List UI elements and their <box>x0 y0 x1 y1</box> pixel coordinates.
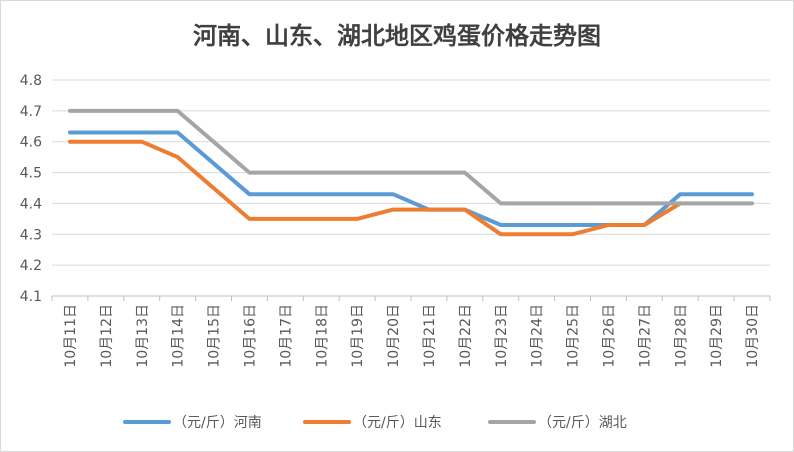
x-tick-label: 10月26日 <box>601 304 617 368</box>
x-tick-label: 10月27日 <box>637 304 653 368</box>
grid <box>51 79 771 301</box>
x-tick-label: 10月17日 <box>278 304 294 368</box>
y-axis-ticks: 4.1 4.2 4.3 4.4 4.5 4.6 4.7 4.8 <box>20 73 42 305</box>
y-tick-label: 4.2 <box>20 258 42 274</box>
x-tick-label: 10月20日 <box>386 304 402 368</box>
legend: （元/斤）河南 （元/斤）山东 （元/斤）湖北 <box>123 415 627 431</box>
x-tick-label: 10月23日 <box>494 304 510 368</box>
x-tick-label: 10月21日 <box>422 304 438 368</box>
legend-label: （元/斤）山东 <box>353 415 442 431</box>
x-tick-label: 10月13日 <box>135 304 151 368</box>
x-axis-ticks: 10月11日 10月12日 10月13日 10月14日 10月15日 10月16日 10月1… <box>63 304 761 368</box>
x-tick-label: 10月18日 <box>314 304 330 368</box>
series-line-2 <box>68 139 683 237</box>
y-tick-label: 4.6 <box>20 135 42 151</box>
y-tick-label: 4.8 <box>20 73 42 89</box>
x-tick-label: 10月15日 <box>207 304 223 368</box>
x-tick-label: 10月24日 <box>530 304 546 368</box>
x-tick-label: 10月30日 <box>745 304 761 368</box>
chart-title: 河南、山东、湖北地区鸡蛋价格走势图 <box>193 21 601 50</box>
x-tick-label: 10月11日 <box>63 304 79 368</box>
y-tick-label: 4.4 <box>20 196 42 212</box>
x-tick-label: 10月16日 <box>242 304 258 368</box>
y-tick-label: 4.7 <box>20 104 42 120</box>
series-lines <box>68 108 754 237</box>
x-tick-label: 10月19日 <box>350 304 366 368</box>
y-tick-label: 4.3 <box>20 227 42 243</box>
series-line-3 <box>68 108 754 206</box>
x-tick-label: 10月14日 <box>171 304 187 368</box>
y-tick-label: 4.1 <box>20 289 42 305</box>
y-tick-label: 4.5 <box>20 166 42 182</box>
x-tick-label: 10月12日 <box>99 304 115 368</box>
x-tick-label: 10月22日 <box>458 304 474 368</box>
legend-label: （元/斤）湖北 <box>538 415 627 431</box>
legend-label: （元/斤）河南 <box>173 415 262 431</box>
x-tick-label: 10月29日 <box>709 304 725 368</box>
x-tick-label: 10月25日 <box>566 304 582 368</box>
x-tick-label: 10月28日 <box>673 304 689 368</box>
